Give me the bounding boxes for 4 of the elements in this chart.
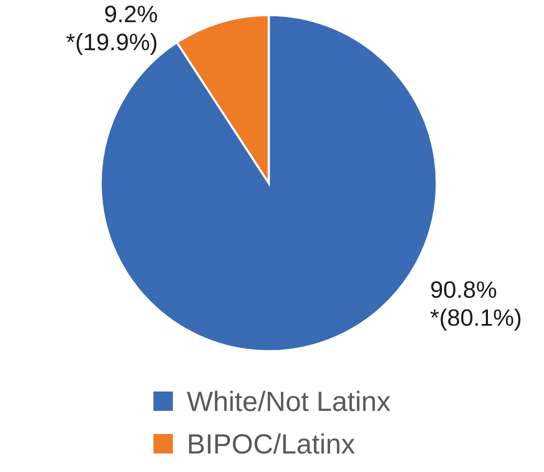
legend-label: BIPOC/Latinx bbox=[189, 433, 355, 454]
data-label: 9.2% *(19.9%) bbox=[66, 6, 157, 56]
data-label: 90.8% *(80.1%) bbox=[430, 281, 520, 331]
legend-label: White/Not Latinx bbox=[186, 390, 390, 412]
